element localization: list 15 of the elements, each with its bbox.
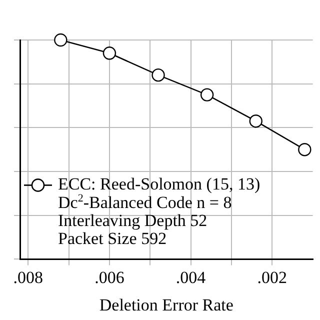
x-tick-label: .006 — [94, 268, 124, 287]
point — [152, 68, 165, 82]
x-tick-label: .008 — [13, 268, 44, 287]
point — [54, 33, 68, 47]
point — [249, 114, 262, 128]
annotation: Dc$^{2}$-Balanced Code n = 8 — [58, 192, 232, 212]
x-tick-label: .002 — [257, 268, 288, 287]
annotation: Packet Size 592 — [58, 229, 167, 248]
legend-label: ECC: Reed-Solomon (15, 13) — [58, 174, 260, 194]
point — [298, 143, 312, 156]
x-axis-title: Deletion Error Rate — [99, 295, 234, 314]
point — [102, 46, 116, 60]
annotation: Interleaving Depth 52 — [58, 211, 208, 230]
x-tick-label: .004 — [176, 268, 206, 287]
point — [200, 88, 214, 102]
